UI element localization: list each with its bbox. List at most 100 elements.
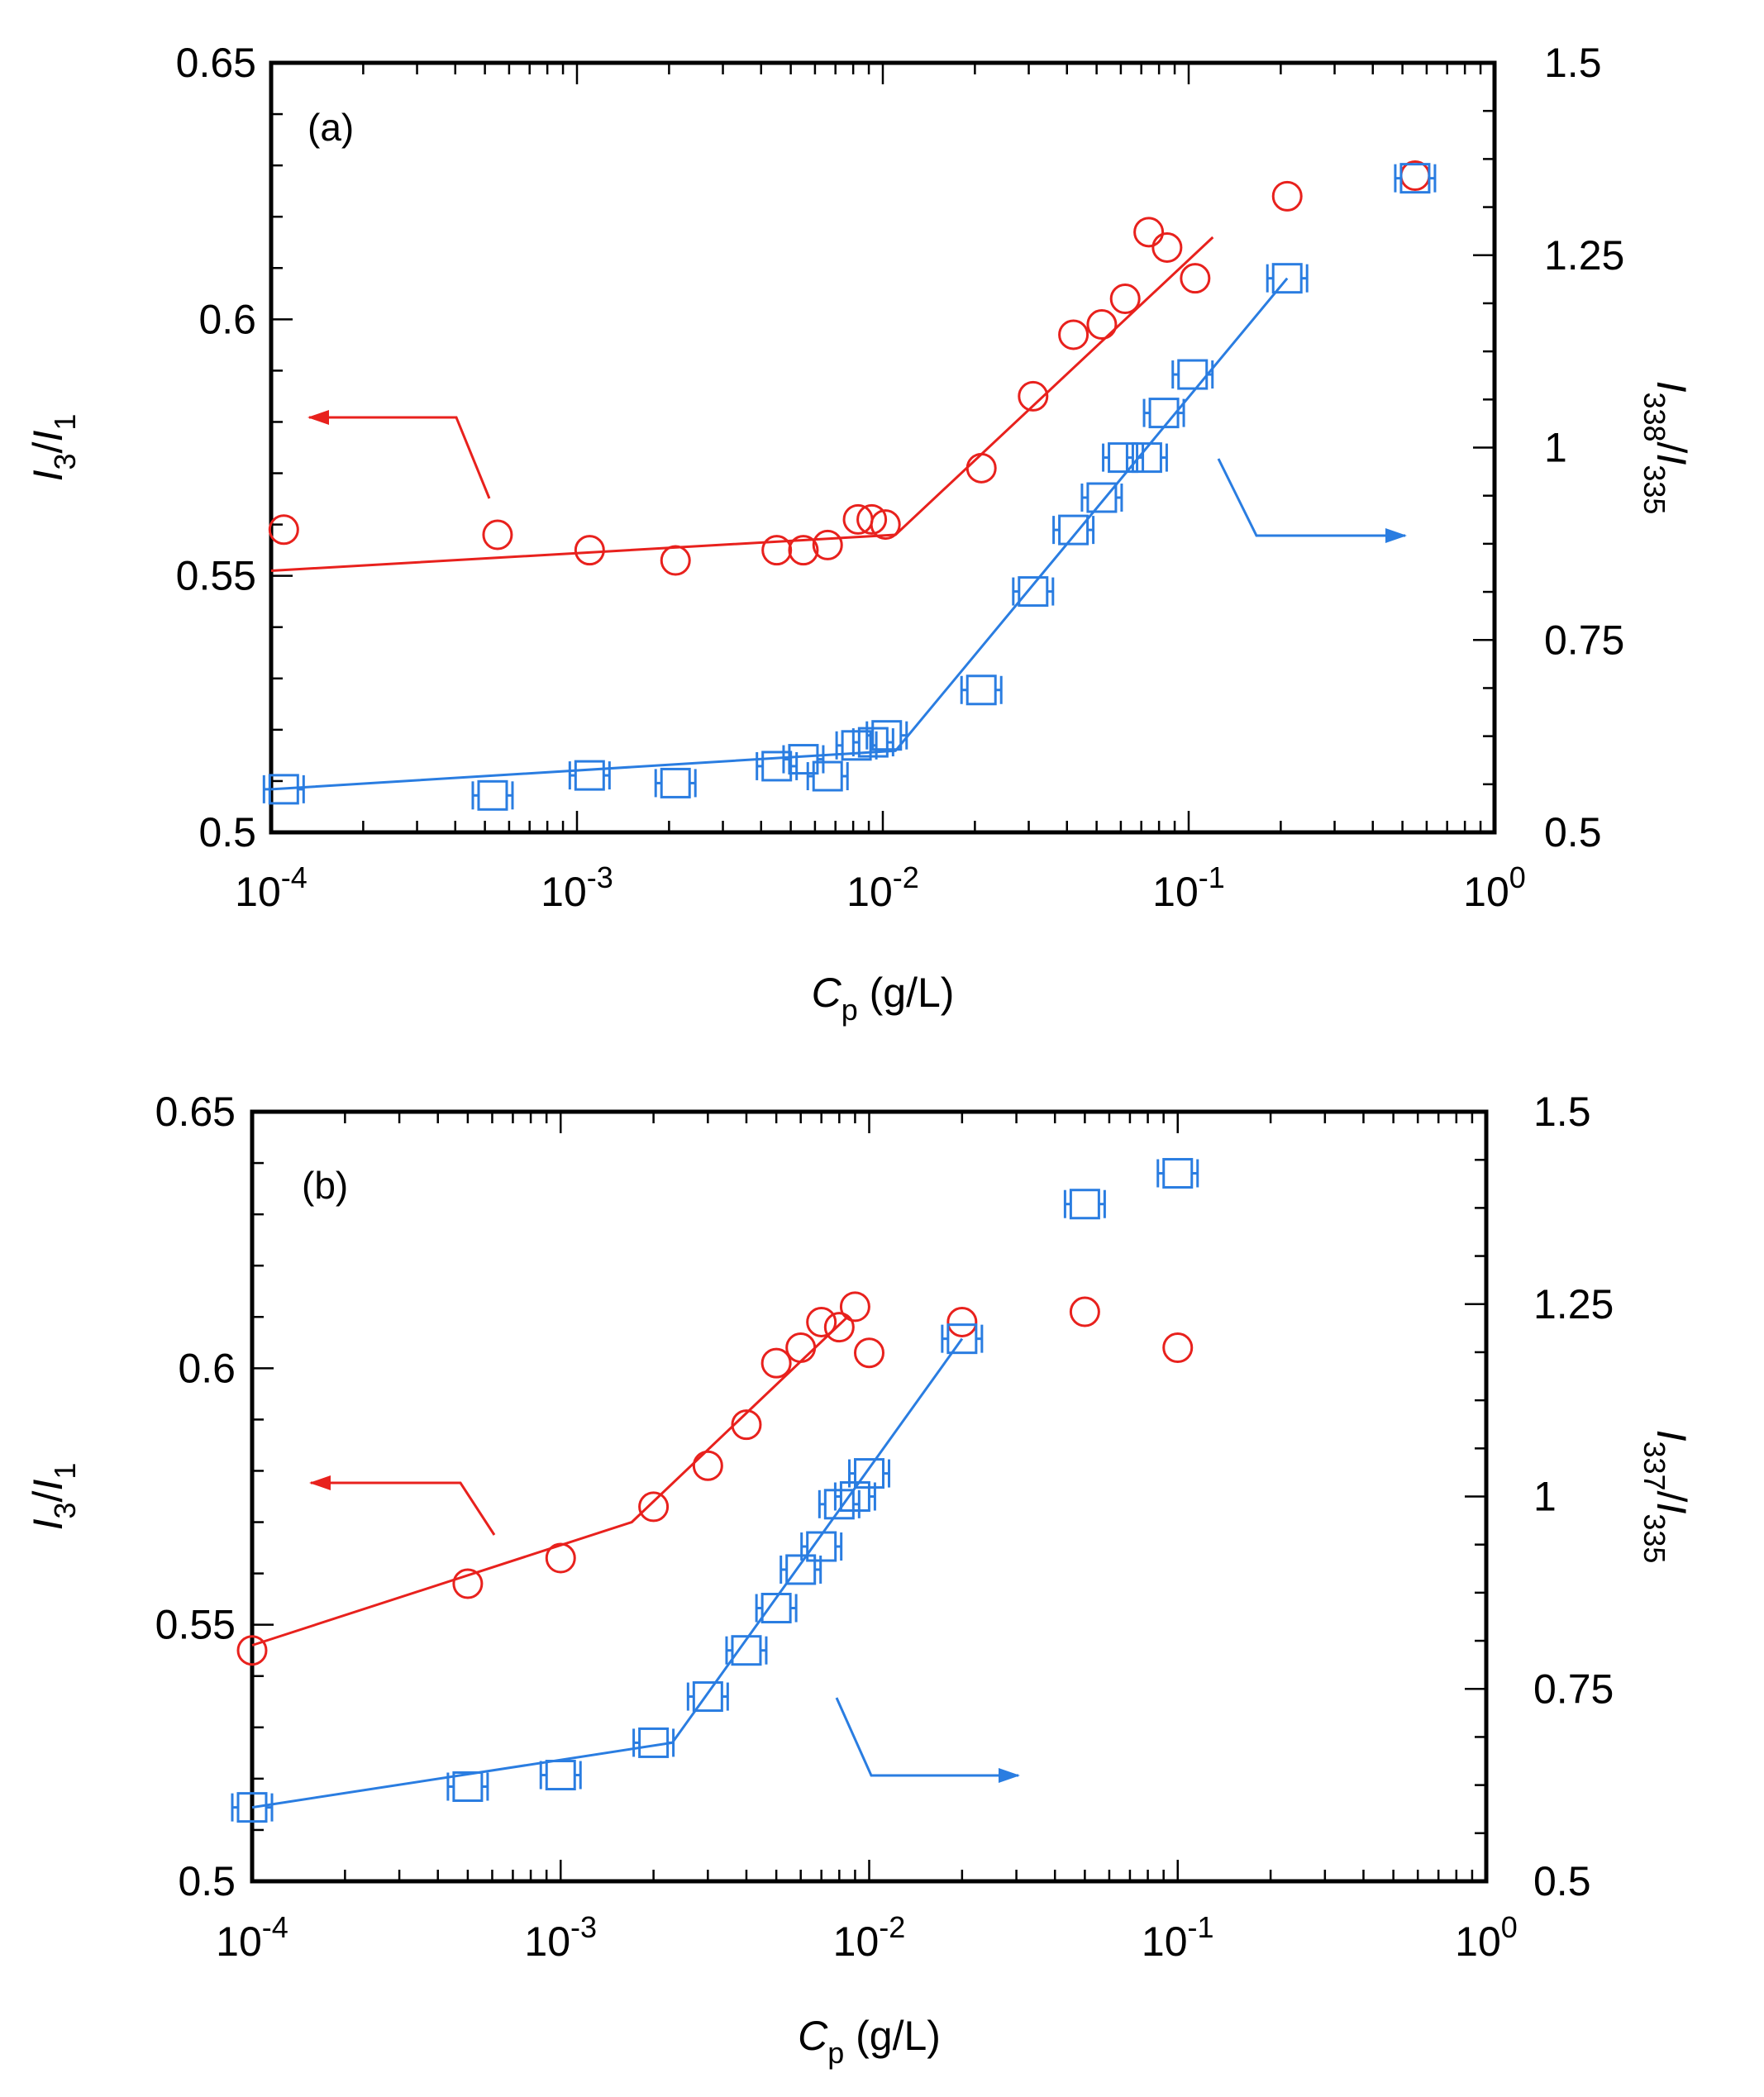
data-point-circle [1018, 380, 1049, 412]
data-point-circle [946, 1306, 978, 1337]
right-axis-arrow [1217, 458, 1405, 537]
x-tick-base: 10 [846, 869, 893, 915]
data-point-circle [545, 1542, 576, 1574]
x-axis-title-main: C [798, 2013, 828, 2059]
x-tick-label: 10-2 [846, 860, 919, 915]
data-point-circle [1109, 284, 1141, 315]
y-right-axis-title: I337/I335 [1638, 1430, 1695, 1564]
data-point-circle [839, 1291, 870, 1323]
data-point-square [1069, 1189, 1100, 1220]
x-axis-title-main: C [812, 970, 842, 1016]
y-left-title-b: I [25, 431, 71, 442]
x-tick-label: 10-4 [216, 1910, 288, 1965]
x-tick-label: 10-3 [541, 860, 613, 915]
plot-frame [269, 60, 1497, 835]
left-axis-arrow-head [309, 1475, 331, 1490]
data-point-square [1399, 163, 1431, 194]
data-point-square [1086, 482, 1118, 513]
y-right-title-b-sub: 335 [1638, 1513, 1671, 1563]
x-axis-title-unit: (g/L) [844, 2013, 941, 2059]
y-right-title-b-sub: 335 [1638, 465, 1671, 514]
y-right-tick-label: 1.5 [1533, 1089, 1591, 1135]
x-axis-title: Cp (g/L) [798, 2013, 941, 2070]
x-tick-label: 100 [1455, 1910, 1518, 1965]
y-left-title-slash: / [25, 441, 71, 453]
data-point-circle [692, 1450, 723, 1481]
y-left-axis-title: I3/I1 [25, 1463, 82, 1531]
data-point-circle [452, 1568, 484, 1599]
y-right-tick-label: 0.75 [1544, 617, 1624, 663]
plot-frame [250, 1109, 1489, 1884]
y-left-tick-label: 0.55 [176, 553, 256, 599]
data-point-square [1058, 514, 1089, 546]
x-tick-exponent: -3 [587, 860, 613, 894]
y-left-axis-title: I3/I1 [25, 414, 82, 482]
data-point-circle [760, 1347, 792, 1379]
data-point-square [1177, 359, 1209, 390]
x-tick-label: 10-1 [1142, 1910, 1214, 1965]
data-point-circle [806, 1306, 837, 1337]
data-point-square [1271, 263, 1303, 294]
y-right-title-slash: / [1648, 1491, 1695, 1503]
data-point-circle [785, 1332, 817, 1364]
data-point-circle [788, 535, 819, 566]
y-left-tick-label: 0.6 [198, 296, 256, 342]
panel-label: (b) [302, 1164, 348, 1207]
panel-label: (a) [308, 106, 354, 149]
y-right-title-a: I [1648, 381, 1695, 393]
y-left-tick-label: 0.65 [176, 40, 256, 86]
y-left-title-b: I [25, 1480, 71, 1491]
x-tick-base: 10 [524, 1918, 570, 1965]
right-axis-arrow-head [1385, 528, 1407, 543]
data-point-circle [482, 519, 513, 550]
y-right-title-b: I [1648, 1502, 1695, 1513]
y-right-axis-title: I338/I335 [1638, 381, 1695, 515]
x-tick-base: 10 [1142, 1918, 1188, 1965]
data-point-circle [638, 1491, 670, 1523]
y-right-tick-label: 1 [1544, 425, 1567, 471]
x-tick-exponent: 0 [1501, 1910, 1518, 1944]
data-point-circle [660, 545, 691, 576]
data-point-circle [1162, 1332, 1194, 1364]
data-point-circle [1399, 160, 1431, 192]
data-point-circle [236, 1635, 268, 1666]
y-right-title-b: I [1648, 453, 1695, 465]
data-point-circle [574, 535, 605, 566]
data-point-circle [870, 509, 901, 541]
left-axis-arrow [309, 416, 491, 499]
x-tick-exponent: -1 [1199, 860, 1225, 894]
data-point-circle [1069, 1296, 1100, 1327]
fit-line-blue [270, 277, 1289, 791]
data-point-circle [1180, 263, 1211, 294]
x-tick-label: 10-3 [524, 1910, 597, 1965]
data-point-circle [823, 1312, 855, 1343]
x-tick-base: 10 [833, 1918, 880, 1965]
data-point-circle [1271, 180, 1303, 212]
y-left-title-a: I [25, 469, 71, 481]
y-left-title-slash: / [25, 1490, 71, 1502]
y-right-title-slash: / [1648, 442, 1695, 454]
fit-line-blue [251, 1337, 964, 1809]
data-point-square [545, 1760, 576, 1791]
y-right-title-a: I [1648, 1430, 1695, 1442]
data-point-circle [856, 503, 888, 535]
data-point-square [1018, 576, 1049, 608]
y-right-tick-label: 0.75 [1533, 1666, 1614, 1712]
x-tick-base: 10 [1463, 869, 1509, 915]
y-right-title-a-sub: 338 [1638, 392, 1671, 441]
x-axis-title-sub: p [827, 2036, 844, 2070]
x-tick-label: 10-1 [1152, 860, 1225, 915]
data-point-circle [761, 535, 793, 566]
x-tick-base: 10 [1455, 1918, 1501, 1965]
x-axis-title: Cp (g/L) [812, 970, 955, 1027]
y-right-tick-label: 0.5 [1533, 1858, 1591, 1904]
y-left-title-a: I [25, 1518, 71, 1530]
y-right-tick-label: 1 [1533, 1474, 1557, 1520]
data-point-circle [854, 1337, 884, 1369]
y-right-tick-label: 1.25 [1544, 232, 1624, 279]
x-tick-exponent: -3 [570, 1910, 597, 1944]
x-tick-label: 10-4 [235, 860, 308, 915]
left-axis-arrow [311, 1481, 496, 1536]
x-axis-title-unit: (g/L) [858, 970, 955, 1016]
